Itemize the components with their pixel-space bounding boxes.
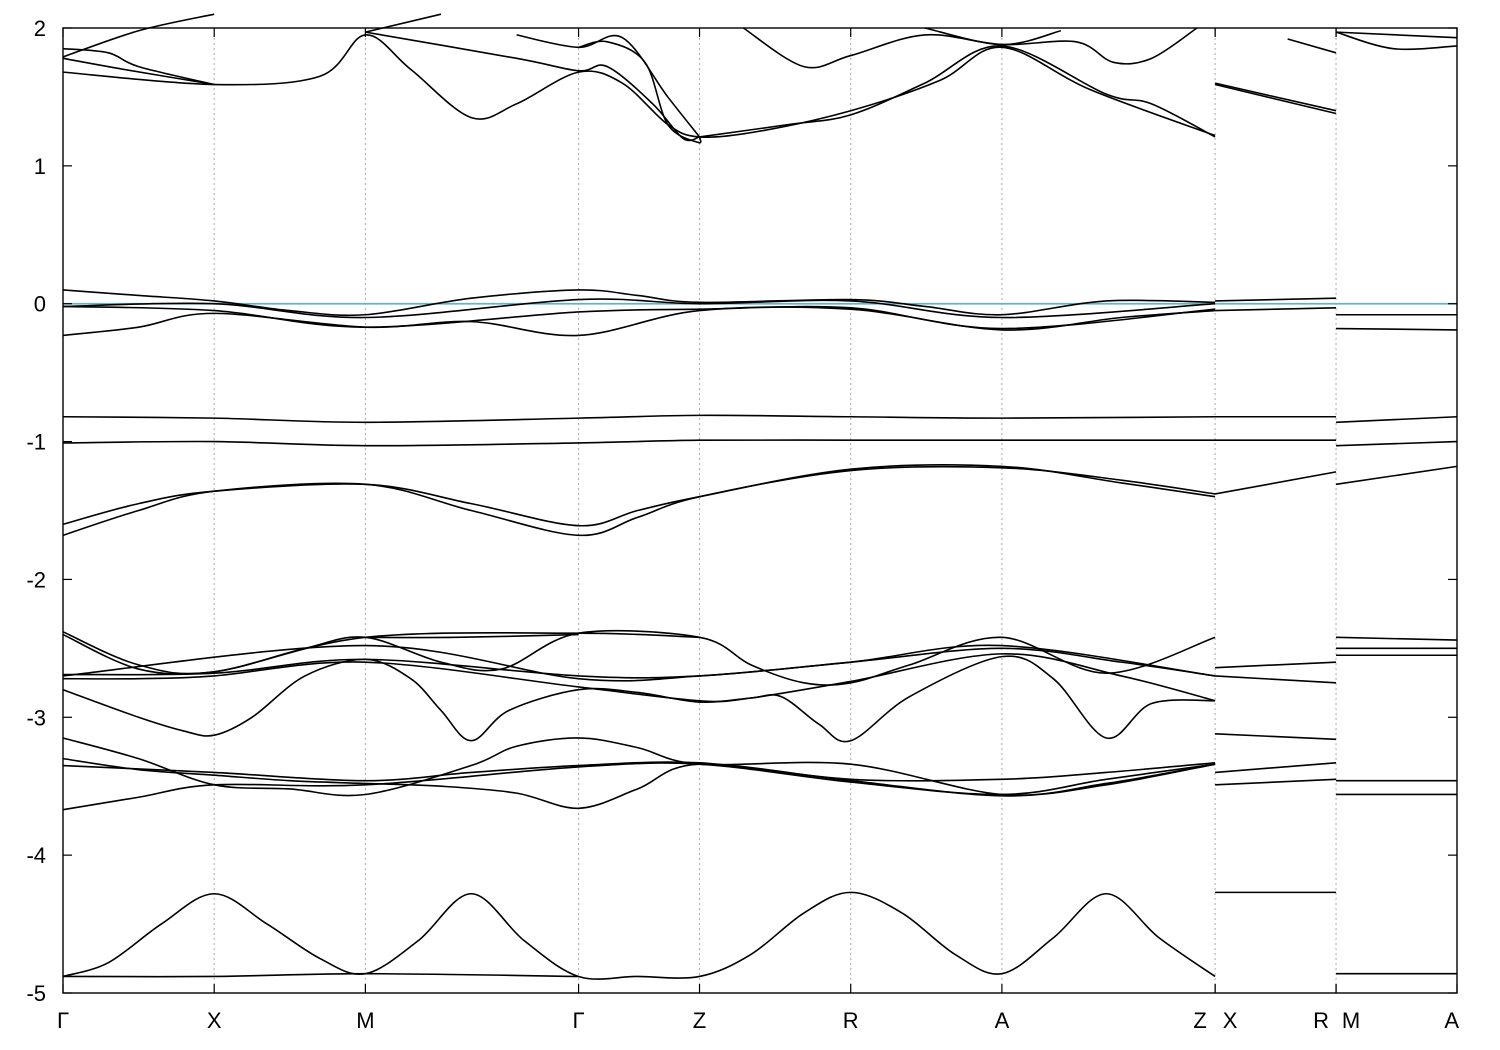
- band-line: [62, 644, 1216, 682]
- band-line: [1335, 465, 1458, 486]
- band-line: [1336, 31, 1458, 39]
- band-line: [699, 45, 1216, 138]
- band-line: [578, 40, 702, 144]
- band-line: [62, 298, 1216, 319]
- x-tick-label: M: [1342, 1008, 1360, 1033]
- plot-frame: [62, 27, 1458, 994]
- band-line: [62, 465, 1216, 537]
- band-line: [62, 57, 215, 86]
- band-line: [365, 13, 442, 33]
- y-tick-label: -1: [26, 430, 46, 455]
- x-tick-label: Z: [693, 1008, 706, 1033]
- band-line: [516, 34, 701, 138]
- band-line: [62, 737, 1216, 797]
- band-line: [924, 27, 1062, 46]
- x-tick-label: A: [1444, 1008, 1459, 1033]
- band-line: [742, 27, 1198, 69]
- band-line: [62, 653, 1216, 703]
- y-tick-label: -5: [26, 981, 46, 1006]
- band-line: [365, 31, 700, 142]
- y-tick-label: -2: [26, 567, 46, 592]
- y-tick-label: -3: [26, 705, 46, 730]
- band-line: [1215, 733, 1337, 741]
- band-line: [62, 306, 1216, 337]
- x-tick-label: X: [207, 1008, 222, 1033]
- band-line: [1335, 31, 1458, 51]
- band-line: [62, 972, 579, 978]
- x-tick-label: Γ: [57, 1008, 69, 1033]
- band-line: [1214, 471, 1337, 495]
- band-line: [1214, 82, 1337, 112]
- x-tick-label: M: [356, 1008, 374, 1033]
- band-line: [62, 757, 1216, 810]
- band-line: [1336, 440, 1458, 447]
- y-tick-label: 1: [34, 154, 46, 179]
- band-line: [1215, 778, 1337, 786]
- band-line: [1215, 675, 1337, 684]
- band-line: [1287, 38, 1337, 54]
- x-tick-label: Γ: [573, 1008, 585, 1033]
- band-line: [1336, 636, 1458, 641]
- band-line: [1215, 661, 1337, 669]
- x-tick-label: A: [995, 1008, 1010, 1033]
- band-line: [62, 47, 215, 86]
- band-line: [365, 633, 579, 639]
- band-lines: [62, 13, 1458, 980]
- y-axis-ticks: -5 -4 -3 -2 -1 0 1 2: [26, 16, 1457, 1006]
- band-line: [62, 439, 1337, 447]
- band-line: [62, 305, 1216, 330]
- band-line: [62, 631, 700, 675]
- band-line: [1336, 415, 1458, 424]
- band-line: [1336, 327, 1458, 331]
- band-line: [62, 289, 1216, 317]
- band-line: [1215, 307, 1337, 312]
- band-line: [62, 629, 1216, 686]
- band-line: [62, 414, 1337, 424]
- band-line: [62, 34, 1216, 138]
- band-line: [1215, 761, 1337, 774]
- band-line: [62, 891, 1216, 980]
- x-tick-label: R: [843, 1008, 859, 1033]
- x-tick-label: Z: [1193, 1008, 1206, 1033]
- y-tick-label: 2: [34, 16, 46, 41]
- band-line: [62, 13, 215, 58]
- band-line: [1215, 297, 1337, 302]
- band-line: [1214, 83, 1337, 115]
- y-tick-label: -4: [26, 843, 46, 868]
- y-tick-label: 0: [34, 292, 46, 317]
- band-line: [62, 761, 1216, 782]
- x-tick-label: R: [1313, 1008, 1329, 1033]
- band-line: [62, 762, 1216, 811]
- x-tick-label: X: [1223, 1008, 1238, 1033]
- symmetry-gridlines: [213, 28, 1337, 993]
- band-line: [62, 655, 1216, 743]
